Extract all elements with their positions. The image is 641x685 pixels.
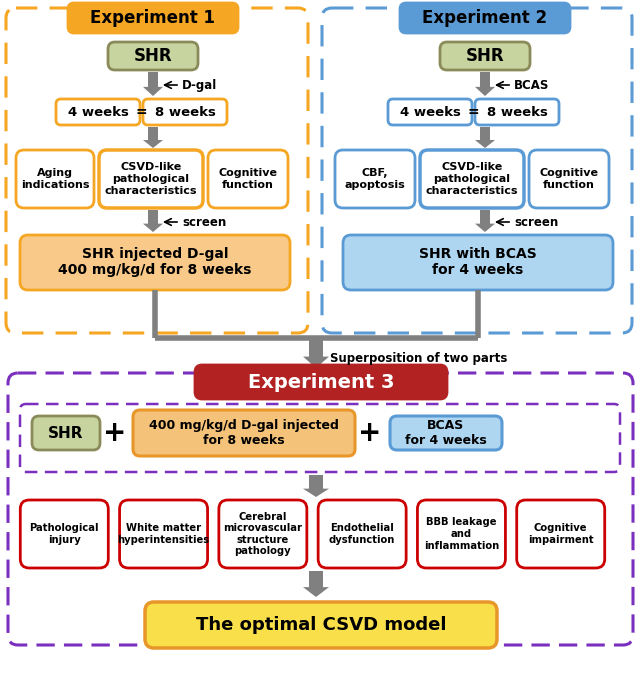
- Text: 8 weeks: 8 weeks: [154, 105, 215, 119]
- Text: BCAS
for 4 weeks: BCAS for 4 weeks: [405, 419, 487, 447]
- FancyBboxPatch shape: [16, 150, 94, 208]
- FancyBboxPatch shape: [390, 416, 502, 450]
- FancyBboxPatch shape: [108, 42, 198, 70]
- FancyBboxPatch shape: [20, 235, 290, 290]
- Text: Cognitive
function: Cognitive function: [219, 169, 278, 190]
- Text: CSVD-like
pathological
characteristics: CSVD-like pathological characteristics: [104, 162, 197, 196]
- FancyBboxPatch shape: [145, 602, 497, 648]
- FancyBboxPatch shape: [20, 404, 620, 472]
- FancyBboxPatch shape: [517, 500, 604, 568]
- FancyBboxPatch shape: [195, 365, 447, 399]
- FancyBboxPatch shape: [143, 99, 227, 125]
- Text: 4 weeks: 4 weeks: [67, 105, 128, 119]
- Text: SHR with BCAS
for 4 weeks: SHR with BCAS for 4 weeks: [419, 247, 537, 277]
- FancyBboxPatch shape: [120, 500, 208, 568]
- Text: Experiment 2: Experiment 2: [422, 9, 547, 27]
- Text: SHR: SHR: [48, 425, 84, 440]
- Text: =: =: [135, 105, 147, 119]
- Text: D-gal: D-gal: [182, 79, 217, 92]
- Text: +: +: [103, 419, 127, 447]
- Text: 4 weeks: 4 weeks: [399, 105, 460, 119]
- Text: Endothelial
dysfunction: Endothelial dysfunction: [329, 523, 395, 545]
- Text: White matter
hyperintensities: White matter hyperintensities: [117, 523, 210, 545]
- FancyBboxPatch shape: [417, 500, 506, 568]
- Polygon shape: [475, 72, 495, 96]
- Text: 400 mg/kg/d D-gal injected
for 8 weeks: 400 mg/kg/d D-gal injected for 8 weeks: [149, 419, 339, 447]
- Text: CBF,
apoptosis: CBF, apoptosis: [345, 169, 405, 190]
- FancyBboxPatch shape: [475, 99, 559, 125]
- Text: Pathological
injury: Pathological injury: [29, 523, 99, 545]
- FancyBboxPatch shape: [388, 99, 472, 125]
- FancyBboxPatch shape: [318, 500, 406, 568]
- Polygon shape: [475, 127, 495, 148]
- Text: Experiment 1: Experiment 1: [90, 9, 215, 27]
- Text: BCAS: BCAS: [514, 79, 549, 92]
- Polygon shape: [143, 127, 163, 148]
- FancyBboxPatch shape: [322, 8, 632, 333]
- Text: 8 weeks: 8 weeks: [487, 105, 547, 119]
- Text: Cognitive
function: Cognitive function: [540, 169, 599, 190]
- FancyBboxPatch shape: [208, 150, 288, 208]
- FancyBboxPatch shape: [335, 150, 415, 208]
- Text: SHR: SHR: [134, 47, 172, 65]
- Text: CSVD-like
pathological
characteristics: CSVD-like pathological characteristics: [426, 162, 519, 196]
- FancyBboxPatch shape: [440, 42, 530, 70]
- FancyBboxPatch shape: [420, 150, 524, 208]
- Polygon shape: [143, 210, 163, 232]
- Polygon shape: [143, 72, 163, 96]
- Polygon shape: [303, 338, 329, 368]
- Text: =: =: [467, 105, 479, 119]
- FancyBboxPatch shape: [32, 416, 100, 450]
- FancyBboxPatch shape: [6, 8, 308, 333]
- Text: The optimal CSVD model: The optimal CSVD model: [196, 616, 446, 634]
- Text: screen: screen: [182, 216, 226, 229]
- Text: +: +: [358, 419, 381, 447]
- FancyBboxPatch shape: [529, 150, 609, 208]
- Text: SHR: SHR: [466, 47, 504, 65]
- FancyBboxPatch shape: [56, 99, 140, 125]
- Polygon shape: [303, 571, 329, 597]
- Text: Aging
indications: Aging indications: [21, 169, 89, 190]
- FancyBboxPatch shape: [21, 500, 108, 568]
- Text: BBB leakage
and
inflammation: BBB leakage and inflammation: [424, 517, 499, 551]
- FancyBboxPatch shape: [8, 373, 633, 645]
- Polygon shape: [475, 210, 495, 232]
- Text: screen: screen: [514, 216, 558, 229]
- FancyBboxPatch shape: [400, 3, 570, 33]
- FancyBboxPatch shape: [219, 500, 307, 568]
- FancyBboxPatch shape: [99, 150, 203, 208]
- Polygon shape: [303, 475, 329, 497]
- FancyBboxPatch shape: [68, 3, 238, 33]
- Text: Cognitive
impairment: Cognitive impairment: [528, 523, 594, 545]
- FancyBboxPatch shape: [133, 410, 355, 456]
- Text: SHR injected D-gal
400 mg/kg/d for 8 weeks: SHR injected D-gal 400 mg/kg/d for 8 wee…: [58, 247, 252, 277]
- Text: Cerebral
microvascular
structure
pathology: Cerebral microvascular structure patholo…: [223, 512, 303, 556]
- Text: Experiment 3: Experiment 3: [248, 373, 394, 392]
- FancyBboxPatch shape: [343, 235, 613, 290]
- Text: Superposition of two parts: Superposition of two parts: [330, 351, 508, 364]
